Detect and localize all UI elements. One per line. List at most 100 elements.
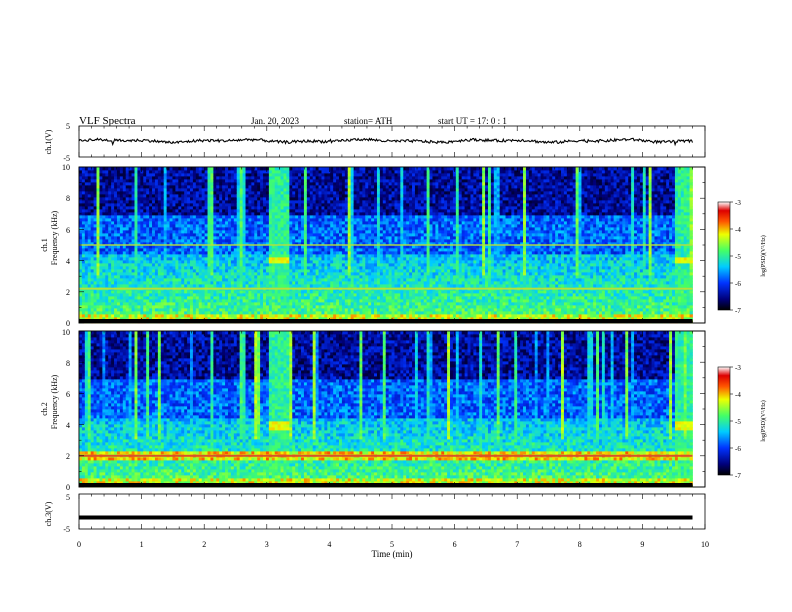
- spectrogram-cell: [324, 275, 327, 278]
- spectrogram-cell: [237, 284, 240, 287]
- spectrogram-cell: [342, 239, 345, 242]
- spectrogram-cell: [135, 218, 138, 221]
- spectrogram-cell: [181, 275, 184, 278]
- spectrogram-cell: [278, 230, 281, 233]
- spectrogram-cell: [295, 269, 298, 272]
- spectrogram-cell: [161, 209, 164, 212]
- spectrogram-cell: [292, 185, 295, 188]
- spectrogram-cell: [348, 200, 351, 203]
- spectrogram-cell: [120, 233, 123, 236]
- spectrogram-cell: [240, 254, 243, 257]
- spectrogram-cell: [324, 254, 327, 257]
- spectrogram-cell: [234, 200, 237, 203]
- spectrogram-cell: [307, 221, 310, 224]
- spectrogram-cell: [120, 197, 123, 200]
- spectrogram-cell: [187, 224, 190, 227]
- spectrogram-cell: [219, 218, 222, 221]
- spectrogram-cell: [170, 251, 173, 254]
- spectrogram-cell: [190, 308, 193, 311]
- spectrogram-cell: [199, 218, 202, 221]
- spectrogram-cell: [79, 296, 82, 299]
- spectrogram-cell: [123, 173, 126, 176]
- spectrogram-cell: [301, 305, 304, 308]
- spectrogram-cell: [164, 218, 167, 221]
- spectrogram-cell: [257, 200, 260, 203]
- spectrogram-cell: [254, 176, 257, 179]
- spectrogram-cell: [187, 302, 190, 305]
- spectrogram-cell: [254, 269, 257, 272]
- spectrogram-cell: [216, 281, 219, 284]
- spectrogram-cell: [181, 176, 184, 179]
- spectrogram-cell: [339, 263, 342, 266]
- spectrogram-cell: [307, 290, 310, 293]
- spectrogram-cell: [85, 191, 88, 194]
- spectrogram-cell: [246, 257, 249, 260]
- spectrogram-cell: [225, 188, 228, 191]
- spectrogram-cell: [143, 290, 146, 293]
- spectrogram-cell: [187, 305, 190, 308]
- spectrogram-cell: [319, 272, 322, 275]
- spectrogram-cell: [324, 188, 327, 191]
- spectrogram-cell: [327, 215, 330, 218]
- spectrogram-cell: [307, 179, 310, 182]
- spectrogram-cell: [105, 173, 108, 176]
- spectrogram-cell: [225, 314, 228, 317]
- spectrogram-cell: [225, 275, 228, 278]
- spectrogram-cell: [246, 290, 249, 293]
- spectrogram-cell: [181, 224, 184, 227]
- spectrogram-cell: [114, 239, 117, 242]
- spectrogram-cell: [243, 266, 246, 269]
- spectrogram-cell: [181, 206, 184, 209]
- spectrogram-cell: [94, 170, 97, 173]
- spectrogram-cell: [225, 296, 228, 299]
- spectrogram-cell: [170, 293, 173, 296]
- spectrogram-cell: [330, 278, 333, 281]
- spectrogram-cell: [281, 269, 284, 272]
- spectrogram-cell: [321, 179, 324, 182]
- spectrogram-cell: [114, 272, 117, 275]
- spectrogram-cell: [298, 236, 301, 239]
- spectrogram-cell: [161, 248, 164, 251]
- spectrogram-cell: [88, 314, 91, 317]
- spectrogram-cell: [152, 191, 155, 194]
- spectrogram-cell: [184, 305, 187, 308]
- spectrogram-cell: [114, 263, 117, 266]
- spectrogram-cell: [205, 182, 208, 185]
- spectrogram-cell: [251, 188, 254, 191]
- spectrogram-cell: [292, 197, 295, 200]
- spectrogram-cell: [140, 221, 143, 224]
- spectrogram-cell: [257, 239, 260, 242]
- spectrogram-cell: [129, 278, 132, 281]
- spectrogram-cell: [114, 260, 117, 263]
- spectrogram-cell: [79, 284, 82, 287]
- spectrogram-cell: [263, 296, 266, 299]
- spectrogram-cell: [94, 278, 97, 281]
- spectrogram-cell: [178, 278, 181, 281]
- spectrogram-cell: [120, 269, 123, 272]
- spectrogram-cell: [234, 218, 237, 221]
- spectrogram-cell: [333, 314, 336, 317]
- spectrogram-cell: [234, 269, 237, 272]
- spectrogram-cell: [79, 272, 82, 275]
- spectrogram-cell: [213, 227, 216, 230]
- spectrogram-cell: [330, 200, 333, 203]
- spectrogram-cell: [263, 263, 266, 266]
- spectrogram-cell: [336, 200, 339, 203]
- spectrogram-cell: [108, 215, 111, 218]
- spectrogram-cell: [339, 221, 342, 224]
- spectrogram-cell: [178, 266, 181, 269]
- spectrogram-cell: [167, 284, 170, 287]
- spectrogram-cell: [266, 221, 269, 224]
- spectrogram-cell: [222, 182, 225, 185]
- spectrogram-cell: [187, 182, 190, 185]
- spectrogram-cell: [123, 296, 126, 299]
- spectrogram-cell: [97, 224, 100, 227]
- spectrogram-cell: [275, 314, 278, 317]
- spectrogram-cell: [196, 272, 199, 275]
- spectrogram-cell: [266, 167, 269, 170]
- spectrogram-cell: [193, 275, 196, 278]
- spectrogram-cell: [348, 299, 351, 302]
- spectrogram-cell: [170, 254, 173, 257]
- spectrogram-cell: [286, 275, 289, 278]
- spectrogram-cell: [175, 290, 178, 293]
